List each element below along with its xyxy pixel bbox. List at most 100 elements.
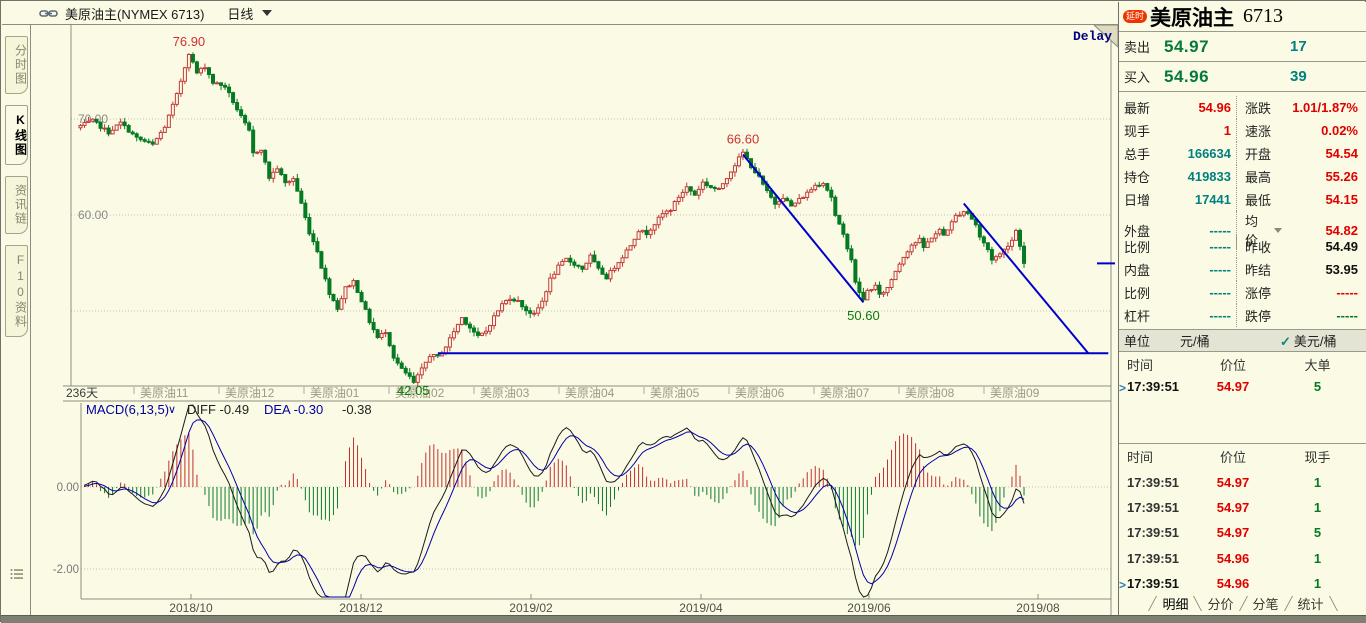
quote-title-row: 延时 美原油主 6713	[1119, 2, 1366, 32]
svg-text:美原油01: 美原油01	[310, 386, 360, 400]
sidebar-tab-f10[interactable]: F10资料	[4, 245, 28, 337]
svg-text:236天: 236天	[66, 386, 98, 400]
current-row-marker: >	[1119, 381, 1127, 396]
macd-histogram	[84, 433, 1025, 546]
trendlines	[437, 153, 1115, 355]
unit-option-usd[interactable]: 美元/桶	[1293, 333, 1337, 349]
tab-detail[interactable]: 明细	[1162, 596, 1189, 612]
svg-text:美原油03: 美原油03	[480, 386, 530, 400]
bid-label: 买入	[1124, 70, 1151, 85]
chart-header: 美原油主(NYMEX 6713) 日线	[2, 2, 1118, 25]
tab-stats[interactable]: 统计	[1297, 596, 1324, 612]
table-row[interactable]: 17:39:51 54.97 1	[1127, 474, 1322, 490]
sidebar-tab-news[interactable]: 资讯链	[4, 176, 28, 234]
svg-text:MACD(6,13,5): MACD(6,13,5)	[86, 402, 169, 417]
ask-label: 卖出	[1124, 40, 1151, 55]
quote-row: 外盘 ----- 均价 54.82	[1119, 211, 1366, 250]
period-selector[interactable]: 日线	[227, 6, 254, 22]
table-header: 时间 价位 现手	[1127, 450, 1331, 466]
quote-panel: 延时 美原油主 6713 卖出 54.97 17 买入 54.96 39 最新 5…	[1118, 2, 1366, 615]
symbol-title: 美原油主(NYMEX 6713)	[65, 6, 205, 22]
sidebar-tab-minute-chart[interactable]: 分时图	[4, 36, 28, 94]
tick-table: 时间 价位 现手 17:39:51 54.97 1 17:39:51 54.97…	[1119, 444, 1366, 596]
check-icon: ✓	[1280, 333, 1291, 349]
svg-text:美原油11: 美原油11	[140, 386, 189, 400]
tab-price-dist[interactable]: 分价	[1207, 596, 1234, 612]
sidebar-tab-kline-chart[interactable]: K线图	[4, 105, 28, 165]
quote-grid: 最新 54.96 涨跌 1.01/1.87% 现手 1 速涨 0.02% 总手 16663…	[1119, 92, 1366, 329]
panel-tab-bar: 明细 分价 分笔 统计	[1119, 592, 1366, 614]
unit-option-cny[interactable]: 元/桶	[1180, 333, 1210, 349]
ask-qty: 17	[1290, 38, 1307, 55]
svg-text:76.90: 76.90	[173, 34, 206, 49]
current-row-marker: >	[1119, 578, 1127, 593]
unit-row: 单位 元/桶 ✓ 美元/桶	[1119, 328, 1366, 352]
link-icon[interactable]	[39, 8, 58, 19]
candles	[78, 52, 1027, 386]
bid-row: 买入 54.96 39	[1119, 62, 1366, 92]
svg-text:2018/10: 2018/10	[169, 601, 213, 615]
svg-text:-0.38: -0.38	[342, 402, 372, 417]
instrument-code: 6713	[1243, 5, 1284, 27]
svg-text:美原油12: 美原油12	[225, 386, 275, 400]
svg-text:42.05: 42.05	[397, 383, 430, 398]
table-row[interactable]: 17:39:51 54.96 1	[1127, 550, 1322, 566]
svg-text:50.60: 50.60	[847, 308, 880, 323]
table-header: 时间 价位 大单	[1127, 358, 1331, 374]
chevron-down-icon[interactable]	[262, 10, 273, 16]
svg-text:60.00: 60.00	[78, 208, 108, 222]
quote-row: 内盘 ----- 昨结 53.95	[1119, 257, 1366, 281]
bottom-status-bar	[1, 615, 1366, 623]
svg-text:2019/06: 2019/06	[847, 601, 891, 615]
gridlines	[71, 118, 1111, 570]
svg-text:美原油05: 美原油05	[650, 386, 700, 400]
svg-text:∨: ∨	[168, 404, 176, 416]
ask-row: 卖出 54.97 17	[1119, 32, 1366, 62]
svg-text:-2.00: -2.00	[53, 564, 79, 576]
delay-badge: 延时	[1123, 10, 1148, 23]
svg-text:Delay: Delay	[1073, 29, 1112, 44]
svg-text:DIFF -0.49: DIFF -0.49	[187, 402, 249, 417]
svg-text:DEA -0.30: DEA -0.30	[264, 402, 323, 417]
quote-row: 总手 166634 开盘 54.54	[1119, 142, 1366, 166]
table-row[interactable]: 17:39:51 54.97 5	[1127, 525, 1322, 541]
svg-text:美原油07: 美原油07	[820, 386, 870, 400]
quote-row: 比例 ----- 涨停 -----	[1119, 280, 1366, 304]
svg-text:美原油06: 美原油06	[735, 386, 785, 400]
quote-row: 最新 54.96 涨跌 1.01/1.87%	[1119, 96, 1366, 120]
quote-row: 日增 17441 最低 54.15	[1119, 188, 1366, 212]
left-sidebar: 分时图 K线图 资讯链 F10资料	[2, 25, 31, 615]
avg-price-dropdown[interactable]: 均价	[1236, 211, 1282, 250]
chart-frame	[63, 25, 1112, 615]
menu-list-icon[interactable]	[10, 567, 24, 585]
macd-dea-line	[84, 419, 1025, 598]
macd-diff-line	[84, 404, 1025, 598]
svg-text:美原油09: 美原油09	[990, 386, 1040, 400]
svg-text:美原油08: 美原油08	[905, 386, 955, 400]
svg-text:美原油02: 美原油02	[395, 386, 445, 400]
quote-row: 持仓 419833 最高 55.26	[1119, 165, 1366, 189]
unit-label: 单位	[1124, 333, 1151, 349]
svg-text:美原油04: 美原油04	[565, 386, 615, 400]
table-row[interactable]: >17:39:51 54.97 5	[1119, 379, 1322, 396]
svg-text:2019/08: 2019/08	[1016, 601, 1060, 615]
chevron-down-icon	[1274, 227, 1282, 233]
svg-text:0.00: 0.00	[57, 482, 79, 494]
svg-text:2019/02: 2019/02	[509, 601, 553, 615]
bid-qty: 39	[1290, 68, 1307, 85]
svg-text:66.60: 66.60	[727, 132, 760, 147]
instrument-name: 美原油主	[1150, 5, 1235, 30]
ask-price: 54.97	[1164, 36, 1210, 56]
quote-row: 现手 1 速涨 0.02%	[1119, 119, 1366, 143]
table-row[interactable]: 17:39:51 54.97 1	[1127, 499, 1322, 515]
quote-row: 比例 ----- 昨收 54.49	[1119, 234, 1366, 258]
quote-row: 杠杆 ----- 跌停 -----	[1119, 303, 1366, 327]
svg-text:2018/12: 2018/12	[339, 601, 383, 615]
table-row[interactable]: >17:39:51 54.96 1	[1119, 576, 1322, 593]
tab-tick[interactable]: 分笔	[1252, 596, 1279, 612]
svg-text:2019/04: 2019/04	[679, 601, 723, 615]
bid-price: 54.96	[1164, 66, 1210, 86]
big-order-table: 时间 价位 大单 >17:39:51 54.97 5	[1119, 352, 1366, 444]
